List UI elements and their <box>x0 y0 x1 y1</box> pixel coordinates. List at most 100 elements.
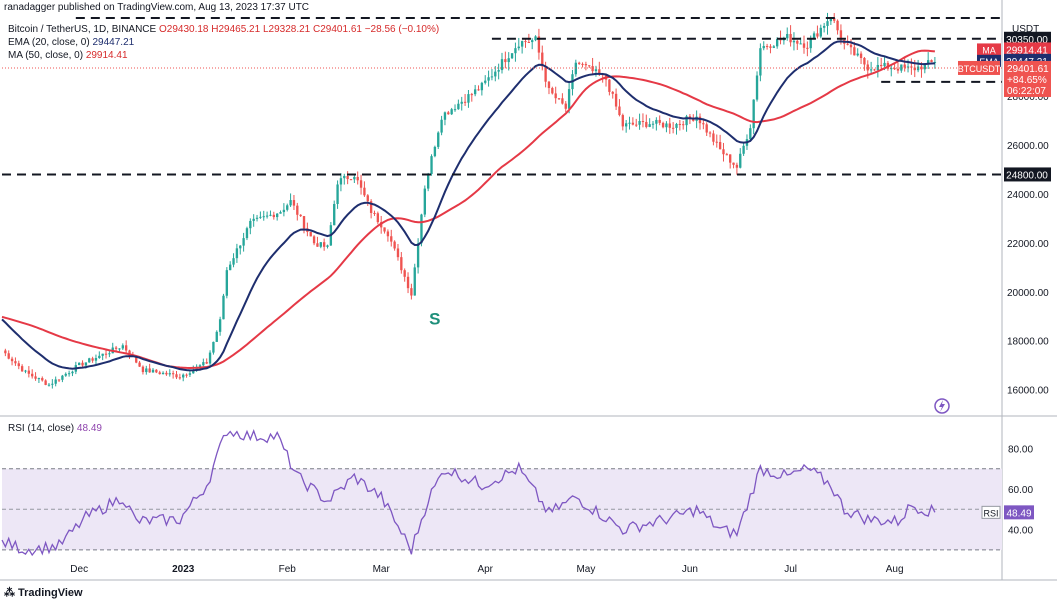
candle-body <box>708 132 712 134</box>
candle-body <box>816 33 819 37</box>
candle-body <box>249 220 252 229</box>
tradingview-logo[interactable]: ⁂ TradingView <box>4 586 83 599</box>
candle-body <box>765 46 769 48</box>
candle-body <box>84 362 88 366</box>
candle-body <box>668 123 671 128</box>
candle-body <box>500 59 504 71</box>
rsi-tick-label: 40.00 <box>1008 526 1033 537</box>
candle-body <box>151 369 155 373</box>
candle-body <box>54 379 57 384</box>
candle-body <box>715 141 718 143</box>
level-tag <box>1004 31 1051 46</box>
candle-body <box>376 213 380 223</box>
candle-body <box>853 47 856 56</box>
candle-body <box>578 62 581 64</box>
candle-body <box>510 53 514 59</box>
candle-body <box>242 238 245 246</box>
candle-body <box>312 236 316 244</box>
candle-body <box>403 270 406 277</box>
candle-body <box>64 373 67 376</box>
ema-20-line <box>1 40 935 372</box>
candle-body <box>37 378 41 380</box>
candle-body <box>171 373 175 375</box>
candle-body <box>547 81 551 89</box>
candle-body <box>661 122 665 128</box>
candle-body <box>655 119 658 124</box>
candle-body <box>222 295 225 320</box>
candle-body <box>339 178 343 185</box>
candle-body <box>148 368 151 373</box>
candle-body <box>141 366 145 373</box>
ma-price-tag-label: 29914.41 <box>1006 45 1048 56</box>
rsi-tick-label: 80.00 <box>1008 444 1033 455</box>
candle-body <box>81 362 84 366</box>
candle-body <box>259 216 262 218</box>
candle-body <box>343 175 346 179</box>
candle-body <box>762 46 765 49</box>
candle-body <box>923 63 926 70</box>
candle-body <box>581 63 584 65</box>
candle-body <box>363 187 366 196</box>
ma-price-chip-label: MA <box>982 45 996 55</box>
candle-body <box>423 188 426 215</box>
candle-body <box>145 368 148 373</box>
candle-body <box>836 20 839 31</box>
tradingview-brand: TradingView <box>18 587 83 599</box>
candle-body <box>359 180 363 188</box>
level-tag-label: 24800.00 <box>1006 170 1048 181</box>
candle-body <box>920 66 923 70</box>
candle-body <box>527 42 531 44</box>
candle-body <box>178 377 182 379</box>
candle-body <box>24 370 27 372</box>
candle-body <box>675 123 678 128</box>
candle-body <box>440 119 443 133</box>
candle-body <box>161 372 165 375</box>
candle-body <box>927 60 930 64</box>
candle-body <box>188 373 192 375</box>
candle-body <box>396 248 400 258</box>
candle-body <box>685 116 688 126</box>
symbol-chip <box>958 60 1000 75</box>
candle-body <box>819 27 822 37</box>
candle-body <box>880 64 883 67</box>
candle-body <box>168 373 171 375</box>
candle-body <box>806 47 809 49</box>
candle-body <box>876 64 880 71</box>
rsi-value-tag <box>1004 505 1034 520</box>
candle-body <box>61 375 64 380</box>
candle-body <box>574 62 577 75</box>
ma-price-tag <box>1004 42 1051 57</box>
rsi-chip <box>981 505 1001 519</box>
candle-body <box>648 124 651 127</box>
candle-body <box>678 123 682 125</box>
candle-body <box>366 195 369 202</box>
ma-price-chip <box>977 43 1001 56</box>
rsi-line <box>1 429 936 557</box>
candle-body <box>859 53 863 58</box>
candle-body <box>218 319 222 332</box>
candle-body <box>67 373 71 375</box>
candle-body <box>322 242 326 247</box>
candle-body <box>20 366 24 372</box>
candle-body <box>457 103 460 110</box>
candle-body <box>91 358 94 361</box>
candle-body <box>846 43 849 45</box>
candle-body <box>400 257 403 271</box>
candle-body <box>390 236 393 242</box>
lightning-badge-icon <box>934 398 950 414</box>
candle-body <box>755 75 759 100</box>
candle-body <box>735 164 739 168</box>
candle-body <box>31 373 34 377</box>
candle-body <box>611 91 614 94</box>
candle-body <box>537 36 541 53</box>
candle-body <box>299 214 302 217</box>
candle-body <box>772 46 775 48</box>
candle-body <box>564 103 567 109</box>
candle-body <box>812 33 816 39</box>
candle-body <box>906 66 910 68</box>
level-tag <box>1004 167 1051 182</box>
candle-body <box>326 245 329 247</box>
candle-body <box>369 201 373 213</box>
candle-body <box>138 362 141 367</box>
